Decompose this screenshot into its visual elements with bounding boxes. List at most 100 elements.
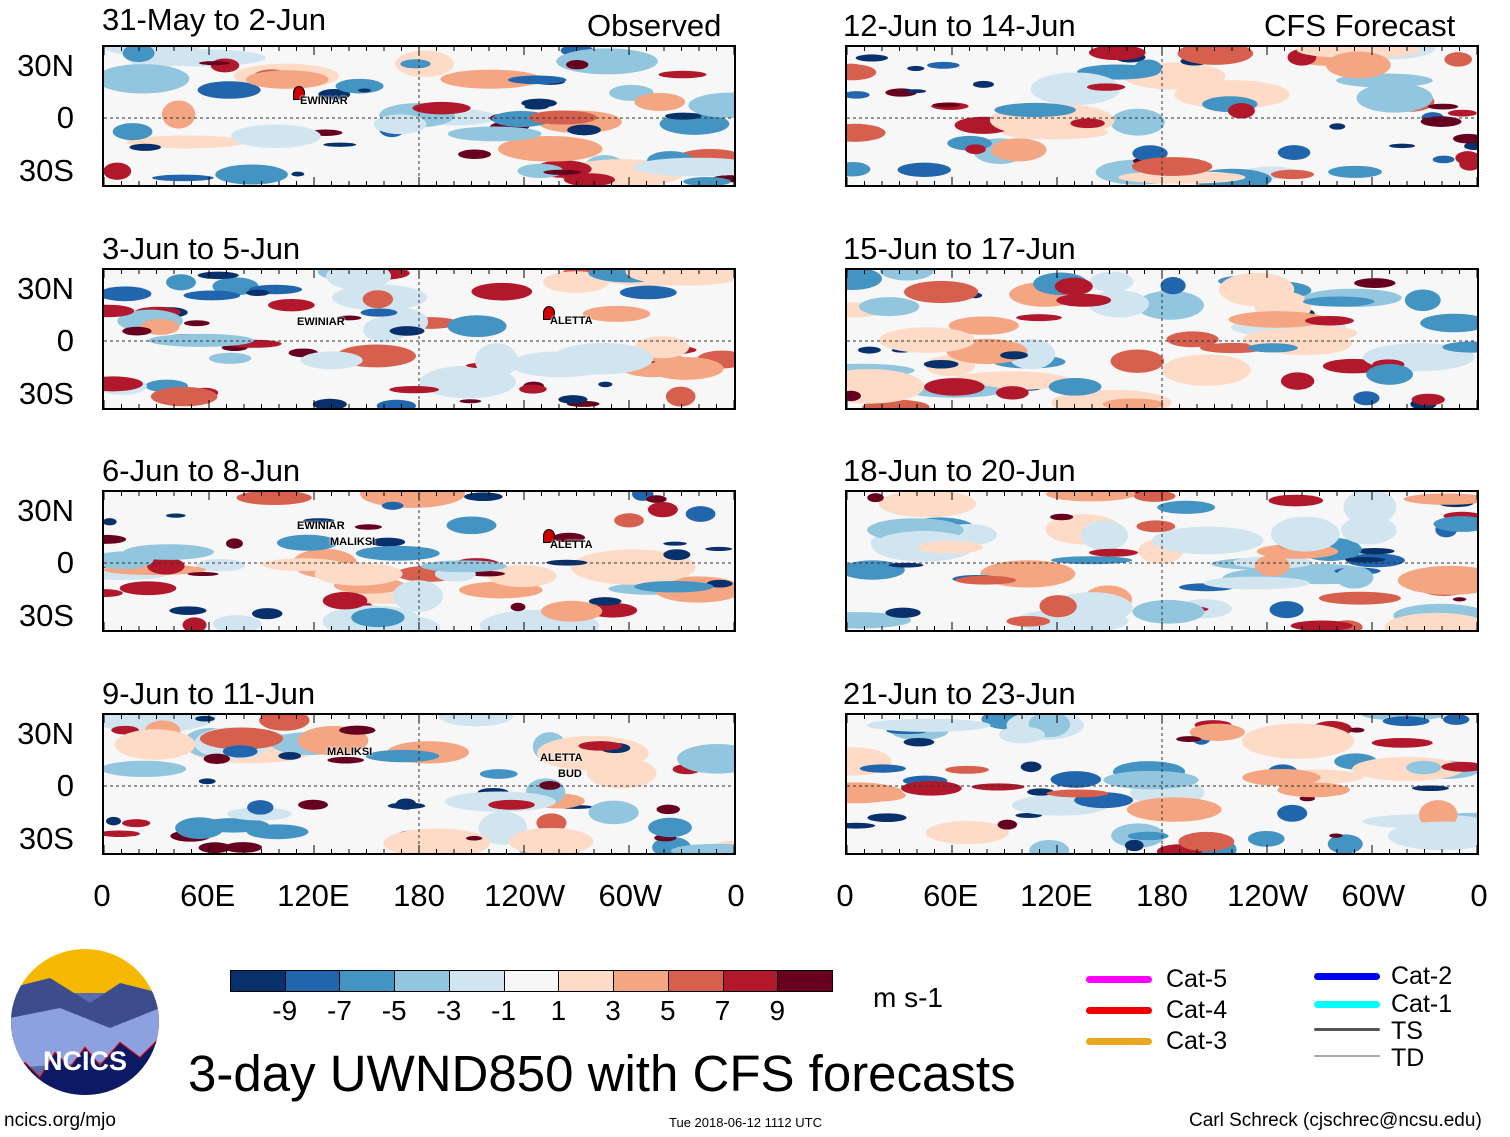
wind-anomaly-contour [1444, 52, 1473, 67]
colorbar-label: -3 [436, 995, 462, 1026]
wind-anomaly-contour [847, 270, 882, 291]
wind-anomaly-contour [1132, 599, 1205, 624]
track-legend-line [1314, 1001, 1380, 1008]
wind-anomaly-contour [1051, 556, 1133, 565]
track-legend-line [1314, 1028, 1380, 1031]
wind-anomaly-contour [847, 782, 903, 804]
wind-anomaly-contour [1203, 576, 1310, 590]
wind-anomaly-contour [1152, 526, 1264, 555]
wind-anomaly-contour [123, 544, 214, 560]
wind-anomaly-contour [614, 513, 644, 528]
wind-anomaly-contour [648, 817, 692, 838]
wind-anomaly-contour [314, 562, 403, 586]
wind-anomaly-contour [847, 822, 876, 829]
track-legend-label: Cat-2 [1391, 962, 1453, 990]
wind-anomaly-contour [1131, 157, 1213, 176]
wind-anomaly-contour [337, 315, 362, 321]
panel-title: 3-Jun to 5-Jun [102, 231, 301, 266]
wind-anomaly-contour [656, 804, 680, 815]
wind-anomaly-contour [212, 615, 262, 630]
wind-anomaly-contour [1305, 315, 1354, 326]
wind-anomaly-contour [1420, 116, 1462, 127]
wind-anomaly-contour [1464, 142, 1477, 151]
wind-anomaly-contour [1039, 595, 1077, 618]
wind-anomaly-contour [633, 157, 734, 177]
wind-anomaly-contour [991, 138, 1047, 162]
wind-anomaly-contour [1397, 565, 1477, 595]
footer-author: Carl Schreck (cjschrec@ncsu.edu) [1189, 1110, 1482, 1131]
wind-anomaly-contour [447, 126, 542, 142]
wind-anomaly-contour [122, 47, 155, 63]
wind-anomaly-contour [648, 357, 724, 380]
wind-anomaly-contour [688, 92, 734, 119]
wind-anomaly-contour [536, 813, 567, 833]
wind-anomaly-contour [1353, 391, 1380, 406]
storm-label: MALIKSI [330, 536, 376, 548]
colorbar-label: -5 [381, 995, 407, 1026]
wind-anomaly-contour [447, 315, 507, 338]
wind-anomaly-contour [1046, 492, 1137, 502]
wind-anomaly-contour [1387, 821, 1477, 851]
colorbar-swatch [613, 970, 669, 992]
wind-anomaly-contour [1178, 831, 1235, 852]
wind-anomaly-contour [1344, 557, 1386, 563]
panel-title: 15-Jun to 17-Jun [843, 231, 1076, 266]
wind-anomaly-contour [251, 608, 283, 620]
wind-anomaly-contour [1303, 296, 1375, 307]
wind-anomaly-contour [351, 607, 405, 628]
storm-marker [543, 529, 555, 543]
wind-anomaly-contour [663, 549, 691, 561]
wind-anomaly-contour [508, 827, 594, 853]
storm-label: EWINIAR [297, 316, 345, 328]
storm-label: ALETTA [550, 539, 593, 551]
lon-label: 120W [484, 878, 566, 913]
wind-anomaly-contour [104, 376, 143, 392]
wind-anomaly-contour [1132, 145, 1168, 162]
wind-anomaly-contour [247, 800, 274, 815]
wind-anomaly-contour [373, 114, 427, 135]
wind-anomaly-contour [459, 399, 482, 404]
wind-anomaly-contour [360, 308, 398, 317]
wind-anomaly-contour [1103, 770, 1199, 790]
wind-anomaly-contour [195, 715, 215, 722]
wind-anomaly-contour [663, 541, 687, 546]
wind-anomaly-contour [510, 602, 526, 612]
wind-anomaly-contour [370, 537, 406, 547]
wind-anomaly-contour [847, 369, 925, 404]
wind-anomaly-contour [355, 545, 440, 561]
wind-anomaly-contour [1048, 377, 1102, 396]
lon-label: 180 [393, 878, 445, 913]
wind-anomaly-contour [1277, 325, 1358, 342]
wind-anomaly-contour [1136, 520, 1176, 533]
lon-label: 120E [1020, 878, 1093, 913]
colorbar-swatch [722, 970, 779, 992]
wind-anomaly-contour [847, 390, 861, 402]
wind-anomaly-contour [129, 143, 161, 151]
wind-anomaly-contour [685, 506, 716, 522]
wind-anomaly-contour [1247, 343, 1298, 353]
wind-anomaly-contour [647, 501, 678, 518]
wind-anomaly-contour [1411, 785, 1450, 792]
wind-anomaly-contour [475, 343, 518, 378]
wind-anomaly-contour [300, 351, 363, 370]
wind-anomaly-contour [1089, 548, 1138, 557]
wind-anomaly-contour [1080, 520, 1129, 551]
storm-label: MALIKSI [327, 746, 373, 758]
wind-anomaly-contour [521, 98, 557, 108]
wind-anomaly-contour [932, 102, 961, 108]
wind-anomaly-contour [519, 384, 547, 394]
colorbar-units: m s-1 [873, 982, 943, 1013]
wind-anomaly-contour [997, 819, 1018, 830]
wind-anomaly-contour [161, 100, 196, 129]
wind-anomaly-contour [1268, 494, 1324, 507]
wind-anomaly-contour [859, 764, 906, 773]
colorbar-label: 5 [660, 995, 676, 1026]
wind-anomaly-contour [541, 600, 603, 622]
panel-title: 18-Jun to 20-Jun [843, 453, 1076, 488]
wind-anomaly-contour [1427, 103, 1459, 110]
track-legend-label: Cat-5 [1166, 965, 1228, 993]
wind-anomaly-contour [1371, 737, 1433, 748]
wind-anomaly-contour [104, 518, 117, 526]
wind-anomaly-contour [197, 271, 239, 280]
wind-anomaly-contour [1050, 513, 1074, 521]
